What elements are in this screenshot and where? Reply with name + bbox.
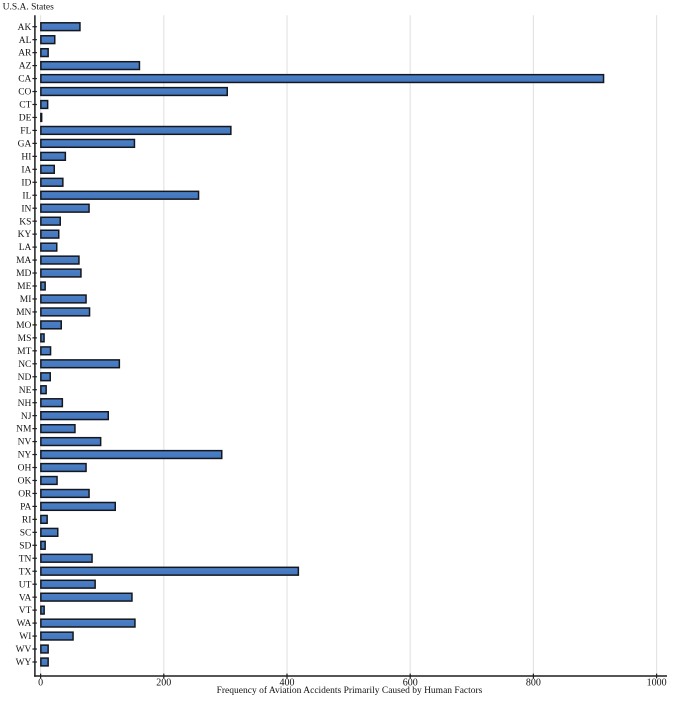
svg-text:CT: CT [19,101,31,111]
svg-text:PA: PA [20,503,31,513]
svg-text:NM: NM [16,425,32,435]
svg-text:GA: GA [18,139,32,149]
svg-text:UT: UT [19,580,32,590]
svg-text:ID: ID [21,178,31,188]
svg-text:0: 0 [38,678,43,689]
svg-text:RI: RI [22,515,32,525]
svg-text:WV: WV [16,645,32,655]
svg-text:MS: MS [18,334,32,344]
svg-text:CA: CA [18,75,31,85]
svg-text:AK: AK [18,23,32,33]
svg-text:VT: VT [19,606,32,616]
svg-text:IL: IL [22,191,31,201]
svg-text:NJ: NJ [21,412,32,422]
svg-text:NE: NE [19,386,32,396]
svg-text:OK: OK [18,477,32,487]
svg-text:TX: TX [19,567,32,577]
svg-text:FL: FL [20,127,31,137]
svg-text:1000: 1000 [647,678,667,689]
svg-text:IN: IN [21,204,31,214]
svg-text:KY: KY [18,230,32,240]
svg-text:MI: MI [20,295,32,305]
svg-text:200: 200 [156,678,171,689]
svg-text:600: 600 [403,678,418,689]
svg-text:SC: SC [20,528,32,538]
svg-text:CO: CO [18,88,31,98]
svg-text:ND: ND [18,373,32,383]
svg-text:TN: TN [19,554,32,564]
svg-text:DE: DE [19,114,32,124]
svg-text:OH: OH [18,464,32,474]
svg-text:MT: MT [17,347,31,357]
svg-text:VA: VA [19,593,32,603]
svg-text:HI: HI [21,152,31,162]
svg-text:NC: NC [18,360,31,370]
svg-text:MO: MO [16,321,31,331]
svg-text:WI: WI [19,632,31,642]
svg-text:MA: MA [16,256,31,266]
svg-text:SD: SD [19,541,31,551]
svg-text:AZ: AZ [19,62,32,72]
svg-text:NY: NY [18,451,32,461]
svg-text:NV: NV [18,438,32,448]
svg-text:KS: KS [19,217,31,227]
svg-text:400: 400 [280,678,295,689]
svg-text:MD: MD [16,269,31,279]
svg-text:WY: WY [16,658,32,668]
svg-text:OR: OR [18,490,32,500]
svg-text:LA: LA [19,243,32,253]
svg-text:ME: ME [17,282,31,292]
svg-text:Frequency of Aviation Accident: Frequency of Aviation Accidents Primaril… [217,685,483,696]
svg-text:WA: WA [17,619,32,629]
svg-text:AL: AL [19,36,32,46]
svg-text:NH: NH [18,399,32,409]
svg-text:800: 800 [526,678,541,689]
svg-text:AR: AR [18,49,32,59]
svg-text:MN: MN [16,308,31,318]
svg-text:IA: IA [21,165,31,175]
svg-text:U.S.A. States: U.S.A. States [3,3,55,13]
